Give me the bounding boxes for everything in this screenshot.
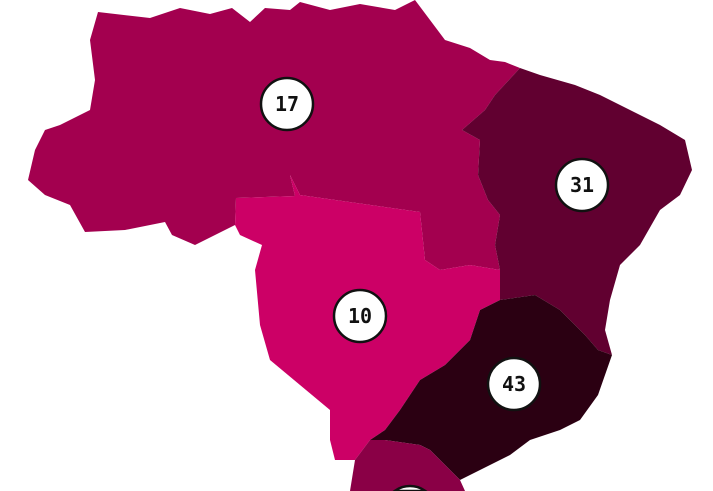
- marker-southeast: 43: [486, 356, 542, 412]
- marker-north: 17: [259, 76, 315, 132]
- value-center-west: 10: [348, 304, 372, 328]
- value-northeast: 31: [570, 173, 594, 197]
- region-south[interactable]: [350, 440, 465, 491]
- region-north[interactable]: [28, 0, 520, 270]
- marker-center-west: 10: [332, 288, 388, 344]
- value-north: 17: [275, 92, 299, 116]
- value-southeast: 43: [502, 372, 526, 396]
- marker-northeast: 31: [554, 157, 610, 213]
